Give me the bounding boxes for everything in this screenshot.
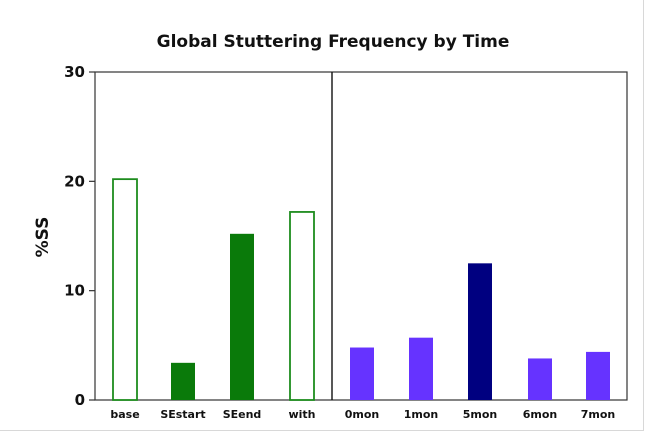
y-ticks-group: 0 10 20 30 [64, 63, 95, 409]
bar-base [112, 178, 138, 401]
x-tick-label-6mon: 6mon [523, 408, 558, 421]
bar-SEstart [171, 362, 195, 400]
y-axis-label: %SS [33, 217, 53, 258]
chart-title: Global Stuttering Frequency by Time [157, 32, 510, 52]
bar-6mon [528, 358, 552, 400]
x-tick-label-7mon: 7mon [581, 408, 616, 421]
x-tick-label-0mon: 0mon [345, 408, 380, 421]
y-tick-label-20: 20 [64, 172, 85, 190]
bar-7mon [586, 351, 610, 400]
bar-with [289, 211, 315, 401]
bar-1mon [409, 337, 433, 400]
x-tick-label-with: with [288, 408, 315, 421]
y-tick-label-30: 30 [64, 63, 85, 81]
bar-SEend [230, 233, 254, 400]
x-ticks-group: base SEstart SEend with 0mon 1mon 5mon 6mon 7mon [110, 408, 615, 421]
y-tick-label-0: 0 [75, 391, 85, 409]
bar-0mon [350, 347, 374, 400]
x-tick-label-base: base [110, 408, 139, 421]
x-tick-label-5mon: 5mon [463, 408, 498, 421]
x-tick-label-1mon: 1mon [404, 408, 439, 421]
x-tick-label-SEstart: SEstart [160, 408, 205, 421]
y-tick-label-10: 10 [64, 282, 85, 300]
x-tick-label-SEend: SEend [223, 408, 262, 421]
bar-5mon [468, 263, 492, 400]
bars-group [112, 72, 610, 401]
